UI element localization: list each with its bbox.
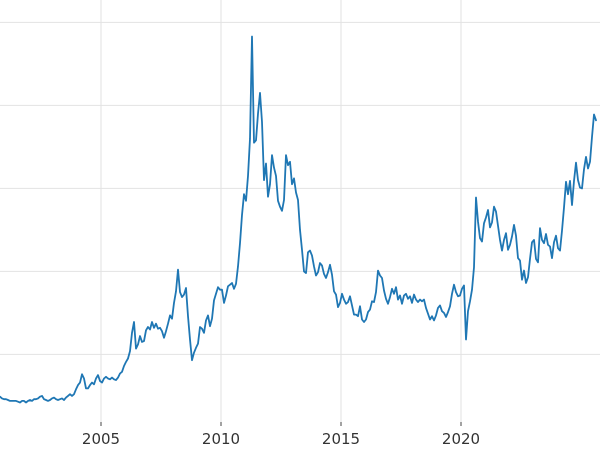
- x-axis-labels: 2005 2010 2015 2020: [82, 430, 480, 448]
- line-layer: [0, 35, 597, 404]
- grid-layer: [0, 0, 600, 426]
- x-tick-label-2010: 2010: [202, 430, 240, 448]
- x-tick-label-2005: 2005: [82, 430, 120, 448]
- price-line: [0, 35, 597, 404]
- x-tick-label-2020: 2020: [442, 430, 480, 448]
- x-tick-label-2015: 2015: [322, 430, 360, 448]
